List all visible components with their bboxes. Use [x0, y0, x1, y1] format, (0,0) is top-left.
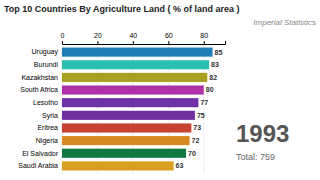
- x-axis: 0 20 40 60 80: [61, 32, 226, 45]
- y-tick: Burundi: [34, 61, 59, 68]
- watermark: Imperial Statistics: [253, 18, 316, 27]
- x-tick-label: 80: [200, 32, 208, 39]
- x-axis-line: [63, 41, 226, 45]
- y-tick-label: Uruguay: [32, 48, 59, 56]
- bar: [62, 123, 191, 132]
- y-tick-label: Nigeria: [36, 137, 58, 145]
- y-tick-label: Saudi Arabia: [18, 162, 58, 169]
- y-tick: Syria: [42, 112, 58, 120]
- data-label: 75: [197, 112, 205, 119]
- x-tick: 60: [165, 32, 173, 44]
- x-tick-mark: [97, 41, 98, 44]
- x-tick-mark: [168, 41, 169, 44]
- y-tick: Lesotho: [33, 99, 58, 106]
- y-tick: Kazakhstan: [21, 74, 58, 81]
- y-tick-label: Eritrea: [37, 124, 58, 131]
- y-axis: Uruguay Burundi Kazakhstan South Africa Leso…: [18, 48, 58, 169]
- y-tick-label: El Salvador: [22, 150, 58, 157]
- bar: [62, 48, 213, 57]
- data-label: 70: [188, 150, 196, 157]
- y-tick: Saudi Arabia: [18, 162, 58, 169]
- data-label: 72: [192, 137, 200, 144]
- bar: [62, 149, 186, 158]
- bar: [62, 73, 207, 82]
- total-label: Total: 759: [236, 152, 275, 162]
- x-tick-label: 20: [94, 32, 102, 39]
- x-tick-label: 40: [129, 32, 137, 39]
- y-tick: Nigeria: [36, 137, 58, 145]
- bar: [62, 136, 190, 145]
- y-tick-label: Burundi: [34, 61, 59, 68]
- y-tick-label: Kazakhstan: [21, 74, 58, 81]
- data-label: 83: [211, 61, 219, 68]
- title: Top 10 Countries By Agriculture Land ( %…: [4, 4, 240, 14]
- data-label: 63: [176, 162, 184, 169]
- bar: [62, 60, 209, 69]
- data-label: 82: [209, 74, 217, 81]
- y-tick: El Salvador: [22, 150, 58, 157]
- data-labels: 85 83 82 80 77 75 73 72 70 63: [176, 49, 223, 170]
- y-tick: Eritrea: [37, 124, 58, 131]
- bars: [62, 48, 213, 171]
- data-label: 80: [206, 86, 214, 93]
- x-tick: 20: [94, 32, 102, 44]
- x-tick: 40: [129, 32, 137, 44]
- y-tick: Uruguay: [32, 48, 59, 56]
- x-tick-mark: [204, 41, 205, 44]
- y-tick-label: Syria: [42, 112, 58, 120]
- x-tick-label: 0: [61, 32, 65, 39]
- x-tick-mark: [62, 41, 63, 44]
- bar: [62, 85, 204, 94]
- x-tick-label: 60: [165, 32, 173, 39]
- chart: Top 10 Countries By Agriculture Land ( %…: [0, 0, 320, 180]
- data-label: 77: [200, 99, 208, 106]
- x-tick-mark: [133, 41, 134, 44]
- data-label: 73: [193, 124, 201, 131]
- x-tick: 80: [200, 32, 208, 44]
- y-tick: South Africa: [20, 86, 58, 93]
- bar: [62, 98, 198, 107]
- bar: [62, 161, 174, 170]
- x-tick: 0: [61, 32, 65, 44]
- y-tick-label: South Africa: [20, 86, 58, 93]
- bar: [62, 111, 195, 120]
- y-tick-label: Lesotho: [33, 99, 58, 106]
- year-label: 1993: [236, 120, 289, 147]
- data-label: 85: [215, 49, 223, 56]
